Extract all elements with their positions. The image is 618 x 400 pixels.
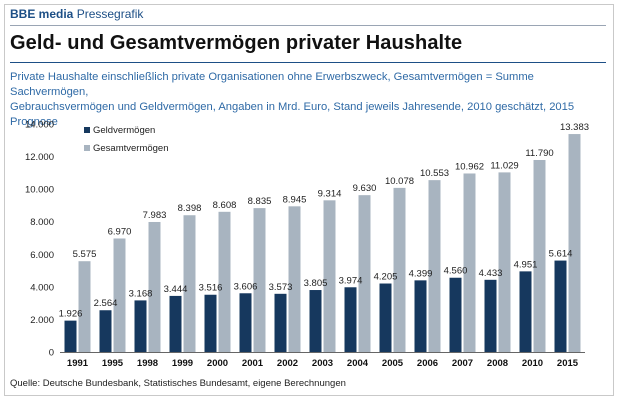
data-label-gesamtvermoegen: 10.078 [385,176,414,187]
data-label-gesamtvermoegen: 9.630 [353,183,377,194]
y-tick-label: 0 [49,348,54,359]
bar-gesamtvermoegen [288,206,301,352]
y-tick-label: 14.000 [25,120,54,131]
y-tick-label: 2.000 [30,315,54,326]
data-label-gesamtvermoegen: 8.835 [248,196,272,207]
data-label-gesamtvermoegen: 8.945 [283,194,307,205]
y-tick-label: 10.000 [25,185,54,196]
bar-gesamtvermoegen [323,200,336,352]
brand-header: BBE media Pressegrafik [10,7,143,21]
data-label-gesamtvermoegen: 11.029 [490,160,518,171]
bar-gesamtvermoegen [78,261,91,352]
y-tick-label: 12.000 [25,152,54,163]
chart-subtitle: Private Haushalte einschließlich private… [10,70,610,130]
x-tick-label: 2002 [277,358,298,369]
legend-label-gesamtvermoegen: Gesamtvermögen [93,143,169,154]
bar-gesamtvermoegen [358,195,371,352]
subtitle-line-1: Private Haushalte einschließlich private… [10,71,534,98]
data-label-gesamtvermoegen: 11.790 [525,148,553,159]
bar-geldvermoegen [169,295,182,352]
x-tick-label: 1998 [137,358,158,369]
data-label-gesamtvermoegen: 9.314 [318,188,342,199]
data-label-geldvermoegen: 3.974 [339,275,363,286]
x-tick-label: 1995 [102,358,124,369]
bar-gesamtvermoegen [498,172,511,352]
data-label-gesamtvermoegen: 8.398 [178,203,202,214]
data-label-gesamtvermoegen: 10.962 [455,161,484,172]
data-label-geldvermoegen: 4.433 [479,268,503,279]
x-tick-label: 2005 [382,358,404,369]
x-tick-label: 2000 [207,358,228,369]
chart-title: Geld- und Gesamtvermögen privater Hausha… [10,32,463,54]
data-label-gesamtvermoegen: 6.970 [108,226,132,237]
x-tick-label: 2006 [417,358,438,369]
bar-gesamtvermoegen [148,221,161,352]
data-label-gesamtvermoegen: 13.383 [560,122,589,133]
bar-gesamtvermoegen [568,134,581,352]
brand-name: BBE media [10,7,74,21]
bar-geldvermoegen [484,279,497,352]
bar-geldvermoegen [239,293,252,352]
bar-gesamtvermoegen [533,159,546,352]
data-label-geldvermoegen: 3.444 [164,284,188,295]
bar-geldvermoegen [274,293,287,352]
bar-geldvermoegen [519,271,532,352]
bar-geldvermoegen [379,283,392,352]
x-tick-label: 1991 [67,358,89,369]
bar-geldvermoegen [99,310,112,352]
x-tick-label: 1999 [172,358,193,369]
brand-subtitle: Pressegrafik [76,7,144,21]
x-tick-label: 2008 [487,358,508,369]
data-label-gesamtvermoegen: 8.608 [213,200,237,211]
source-note: Quelle: Deutsche Bundesbank, Statistisch… [10,378,346,389]
bar-gesamtvermoegen [253,208,266,352]
x-tick-label: 2001 [242,358,264,369]
data-label-gesamtvermoegen: 10.553 [420,168,449,179]
y-tick-label: 4.000 [30,282,54,293]
data-label-geldvermoegen: 3.606 [234,281,258,292]
bar-geldvermoegen [64,320,77,352]
data-label-geldvermoegen: 4.951 [514,259,538,270]
data-label-gesamtvermoegen: 7.983 [143,210,167,221]
legend-swatch-gesamtvermoegen [84,145,90,151]
bar-geldvermoegen [554,260,567,352]
bar-gesamtvermoegen [393,187,406,352]
bar-gesamtvermoegen [113,238,126,352]
x-tick-label: 2007 [452,358,473,369]
bar-geldvermoegen [344,287,357,352]
bar-gesamtvermoegen [218,211,231,352]
data-label-geldvermoegen: 3.168 [129,288,153,299]
subtitle-line-2: Gebrauchsvermögen und Geldvermögen, Anga… [10,101,575,128]
y-tick-label: 8.000 [30,217,54,228]
y-tick-label: 6.000 [30,250,54,261]
x-tick-label: 2010 [522,358,543,369]
data-label-geldvermoegen: 3.805 [304,278,328,289]
data-label-geldvermoegen: 4.399 [409,268,433,279]
data-label-gesamtvermoegen: 5.575 [73,249,97,260]
data-label-geldvermoegen: 4.560 [444,266,468,277]
bar-gesamtvermoegen [463,173,476,352]
bar-geldvermoegen [204,294,217,352]
data-label-geldvermoegen: 2.564 [94,298,118,309]
x-tick-label: 2015 [557,358,579,369]
data-label-geldvermoegen: 5.614 [549,249,573,260]
data-label-geldvermoegen: 4.205 [374,272,398,283]
bar-geldvermoegen [449,277,462,352]
bar-geldvermoegen [309,290,322,352]
bar-geldvermoegen [414,280,427,352]
x-tick-label: 2003 [312,358,333,369]
legend-label-geldvermoegen: Geldvermögen [93,125,155,136]
bar-gesamtvermoegen [428,180,441,352]
data-label-geldvermoegen: 3.573 [269,282,293,293]
header-divider [10,25,606,26]
legend-swatch-geldvermoegen [84,127,90,133]
bar-geldvermoegen [134,300,147,352]
bar-gesamtvermoegen [183,215,196,352]
title-divider [10,62,606,63]
data-label-geldvermoegen: 1.926 [59,309,83,320]
x-tick-label: 2004 [347,358,369,369]
data-label-geldvermoegen: 3.516 [199,283,223,294]
